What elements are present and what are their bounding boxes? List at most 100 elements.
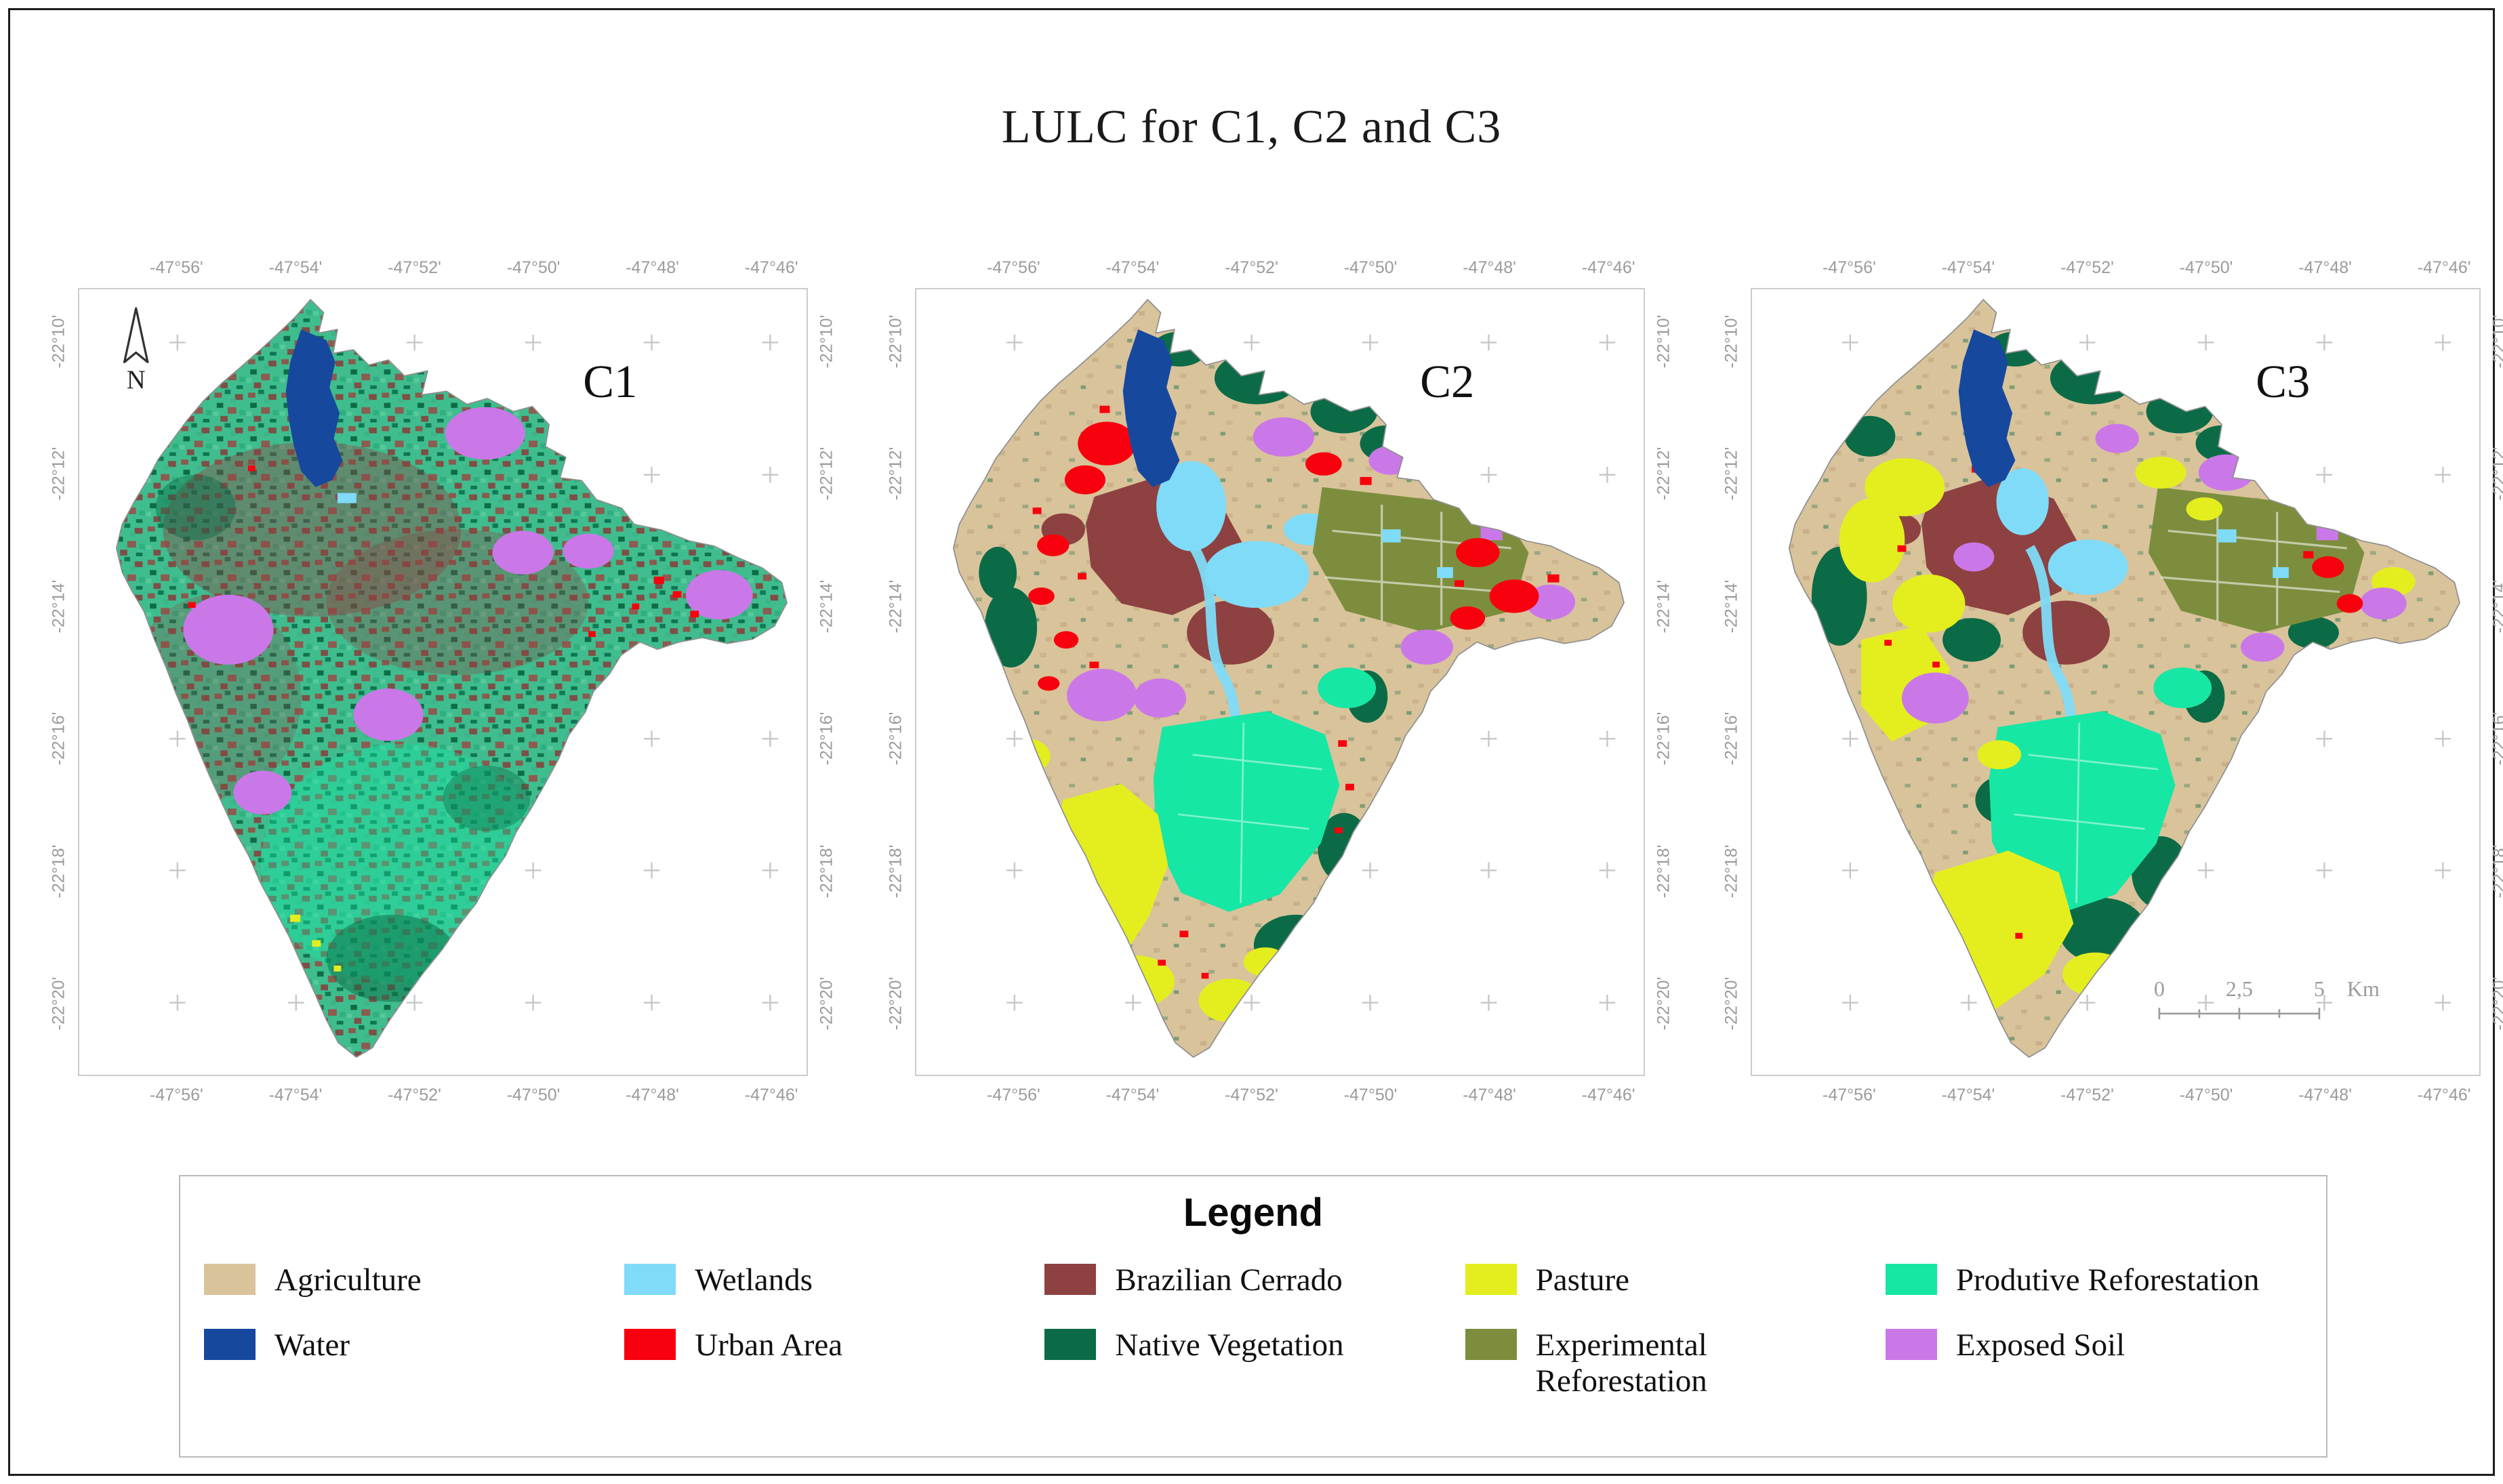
scale-tick-5: 5 <box>2314 976 2325 1001</box>
tick-label: -47°46' <box>2417 258 2471 277</box>
panel-frame: N C1 <box>78 288 808 1076</box>
tick-label: -47°48' <box>1463 258 1516 277</box>
tick-label: -22°14' <box>49 579 68 634</box>
legend-swatch <box>204 1328 256 1360</box>
map-panel-c2: C2 -47°56' -47°54' -47°52' -47°50' -47°48' -4… <box>887 258 1673 1105</box>
scale-bar: 0 2,5 5 Km <box>2154 976 2380 1020</box>
legend-item-cerrado: Brazilian Cerrado <box>1044 1262 1465 1299</box>
tick-label: -22°14' <box>886 579 905 634</box>
north-arrow-icon: N <box>123 307 149 394</box>
tick-label: -22°12' <box>49 447 68 501</box>
legend-column: Agriculture Water <box>204 1262 624 1400</box>
panel-label-c1: C1 <box>583 356 637 407</box>
legend-column: Produtive Reforestation Exposed Soil <box>1885 1262 2306 1400</box>
tick-label: -22°16' <box>1654 712 1673 766</box>
legend-label: Water <box>274 1327 350 1363</box>
c3-landcover <box>1789 300 2460 1058</box>
legend-label: Experimental Reforestation <box>1535 1327 1707 1399</box>
tick-label: -47°56' <box>1823 258 1876 277</box>
tick-label: -47°50' <box>1343 1086 1398 1105</box>
tick-label: -22°14' <box>817 579 836 634</box>
tick-label: -22°12' <box>817 447 836 501</box>
tick-label: -47°46' <box>744 1086 798 1105</box>
legend-body: Agriculture Water Wetlands Urban Area <box>180 1235 2326 1400</box>
tick-label: -47°52' <box>1225 1086 1278 1105</box>
tick-label: -47°48' <box>2298 258 2352 277</box>
tick-label: -22°16' <box>2489 712 2503 766</box>
tick-label: -47°54' <box>1105 1086 1160 1105</box>
legend-swatch <box>1885 1264 1937 1295</box>
figure-title: LULC for C1, C2 and C3 <box>1001 101 1502 153</box>
legend-item-wetlands: Wetlands <box>624 1262 1044 1299</box>
tick-label: -22°10' <box>49 314 68 369</box>
tick-label: -47°50' <box>506 258 561 277</box>
exposed-soil-patches <box>183 407 753 815</box>
tick-label: -22°14' <box>1722 579 1741 634</box>
tick-label: -22°10' <box>817 314 836 369</box>
legend-column: Wetlands Urban Area <box>624 1262 1044 1400</box>
tick-label: -47°48' <box>626 258 679 277</box>
legend-item-experimental-reforestation: Experimental Reforestation <box>1465 1327 1886 1400</box>
tick-label: -22°20' <box>886 976 905 1031</box>
legend-label: Brazilian Cerrado <box>1115 1262 1343 1298</box>
legend-swatch <box>1465 1328 1517 1360</box>
tick-label: -47°46' <box>1581 258 1635 277</box>
legend-column: Brazilian Cerrado Native Vegetation <box>1044 1262 1465 1400</box>
tick-label: -22°20' <box>1654 976 1673 1031</box>
panel-frame: C3 0 2,5 5 Km <box>1751 288 2481 1076</box>
tick-label: -22°16' <box>886 712 905 766</box>
scale-unit: Km <box>2347 976 2380 1001</box>
legend-item-agriculture: Agriculture <box>204 1262 624 1299</box>
tick-label: -47°56' <box>987 1086 1040 1105</box>
north-label: N <box>127 366 146 394</box>
legend-label: Agriculture <box>274 1262 422 1298</box>
tick-label: -47°48' <box>2298 1086 2352 1105</box>
tick-label: -22°10' <box>886 314 905 369</box>
scale-tick-0: 0 <box>2154 976 2165 1001</box>
legend-swatch <box>1044 1264 1097 1295</box>
urban-patches <box>1028 405 1560 979</box>
tick-label: -47°52' <box>388 1086 441 1105</box>
tick-label: -47°56' <box>150 258 203 277</box>
legend-swatch <box>204 1264 256 1295</box>
map-panel-c3: C3 0 2,5 5 Km -47°56' -47°54' -47°52' -47°5… <box>1722 258 2503 1105</box>
tick-label: -47°54' <box>1941 258 1995 277</box>
legend-label: Exposed Soil <box>1955 1327 2125 1363</box>
tick-label: -22°20' <box>2489 976 2503 1031</box>
tick-label: -22°18' <box>1722 844 1741 898</box>
tick-label: -22°18' <box>49 844 68 898</box>
panel-label-c3: C3 <box>2256 356 2310 407</box>
legend-swatch <box>1465 1264 1517 1295</box>
legend: Legend Agriculture Water Wetlands <box>179 1175 2327 1458</box>
tick-label: -22°12' <box>886 447 905 501</box>
tick-label: -47°48' <box>626 1086 679 1105</box>
tick-label: -22°10' <box>1722 314 1741 369</box>
wetlands-patches <box>1156 461 1335 609</box>
legend-item-exposed-soil: Exposed Soil <box>1885 1327 2306 1364</box>
tick-label: -22°12' <box>1722 447 1741 501</box>
legend-label: Pasture <box>1535 1262 1629 1298</box>
legend-label: Produtive Reforestation <box>1955 1262 2260 1298</box>
tick-label: -47°56' <box>1823 1086 1876 1105</box>
tick-label: -47°50' <box>2179 258 2233 277</box>
tick-label: -47°48' <box>1463 1086 1516 1105</box>
tick-label: -22°18' <box>817 844 836 898</box>
legend-label: Urban Area <box>695 1327 843 1363</box>
legend-item-water: Water <box>204 1327 624 1364</box>
tick-label: -22°16' <box>49 712 68 766</box>
tick-label: -47°54' <box>268 258 323 277</box>
tick-label: -47°50' <box>2179 1086 2233 1105</box>
exposed-soil-patches <box>1067 417 1576 722</box>
tick-label: -22°20' <box>1722 976 1741 1031</box>
tick-label: -47°56' <box>150 1086 203 1105</box>
tick-label: -22°12' <box>2489 447 2503 501</box>
map-c3: C3 0 2,5 5 Km <box>1788 299 2460 1058</box>
tick-label: -47°52' <box>388 258 441 277</box>
legend-item-produtive-reforestation: Produtive Reforestation <box>1885 1262 2306 1299</box>
panel-label-c2: C2 <box>1420 356 1474 407</box>
tick-label: -47°54' <box>1941 1086 1995 1105</box>
legend-swatch <box>1885 1328 1937 1360</box>
tick-label: -22°16' <box>817 712 836 766</box>
tick-label: -47°46' <box>2417 1086 2471 1105</box>
tick-label: -47°50' <box>506 1086 561 1105</box>
